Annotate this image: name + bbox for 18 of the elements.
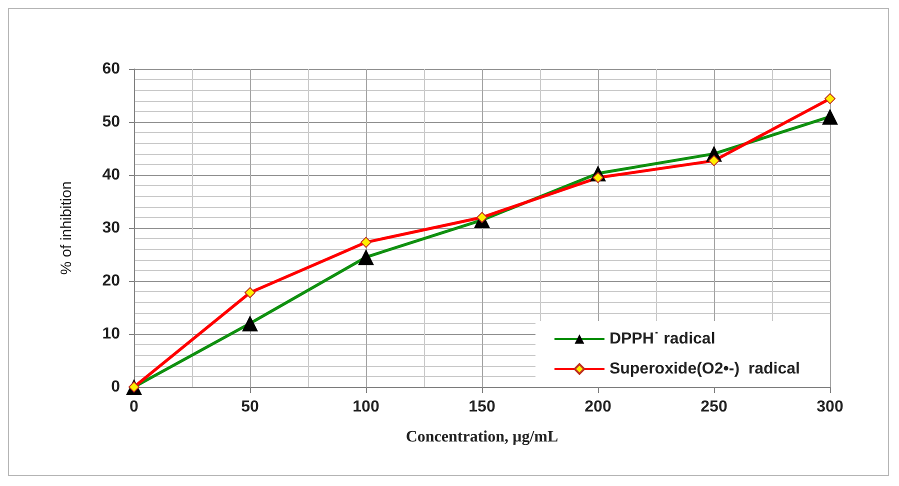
legend-label: DPPH˙ radical	[609, 330, 716, 348]
x-tick-label: 0	[130, 398, 139, 416]
y-tick-label: 20	[102, 272, 120, 290]
x-tick-label: 150	[468, 398, 496, 416]
x-tick-label: 300	[816, 398, 844, 416]
y-tick-label: 50	[102, 114, 120, 130]
x-axis-title: Concentration, µg/mL	[406, 428, 558, 446]
x-tick-label: 200	[584, 398, 612, 416]
x-tick-label: 50	[241, 398, 259, 416]
y-tick-label: 30	[102, 220, 120, 236]
y-tick-label: 40	[102, 166, 120, 184]
y-tick-label: 10	[102, 326, 120, 342]
x-tick-label: 250	[700, 398, 728, 416]
y-tick-label: 0	[111, 378, 120, 396]
legend-label: Superoxide(O2•-) radical	[609, 360, 800, 378]
y-axis-title: % of inhibition	[58, 181, 75, 275]
x-tick-label: 100	[352, 398, 380, 416]
y-tick-label: 60	[102, 60, 120, 78]
